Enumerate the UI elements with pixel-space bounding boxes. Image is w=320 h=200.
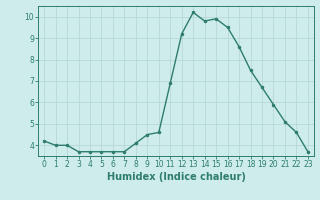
X-axis label: Humidex (Indice chaleur): Humidex (Indice chaleur)	[107, 172, 245, 182]
